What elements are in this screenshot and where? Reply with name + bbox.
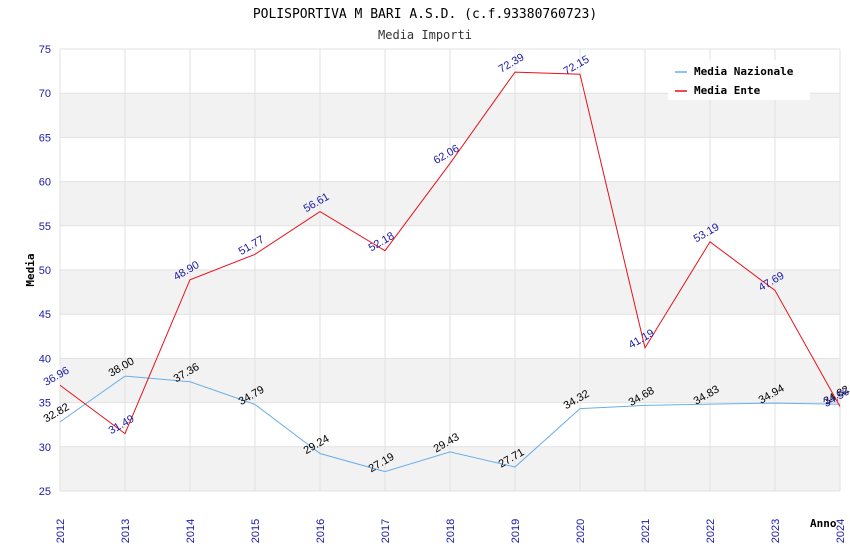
series-line-media-nazionale bbox=[59, 375, 841, 473]
y-tick-label: 40 bbox=[39, 353, 51, 365]
legend-label-media-nazionale: Media Nazionale bbox=[694, 65, 794, 78]
y-tick-label: 60 bbox=[39, 177, 51, 189]
legend-label-media-ente: Media Ente bbox=[694, 84, 761, 97]
x-tick-label: 2021 bbox=[640, 519, 652, 543]
x-tick-label: 2019 bbox=[510, 519, 522, 543]
y-tick-label: 50 bbox=[39, 265, 51, 277]
legend-box bbox=[668, 60, 810, 100]
y-tick-label: 65 bbox=[39, 132, 51, 144]
x-tick-label: 2024 bbox=[835, 519, 847, 543]
legend: Media Nazionale Media Ente bbox=[668, 60, 810, 100]
grid-lines bbox=[59, 48, 841, 492]
y-tick-label: 45 bbox=[39, 309, 51, 321]
x-tick-label: 2016 bbox=[315, 519, 327, 543]
series-line-media-ente bbox=[59, 71, 841, 435]
x-tick-label: 2015 bbox=[250, 519, 262, 543]
x-tick-label: 2023 bbox=[770, 519, 782, 543]
x-tick-label: 2020 bbox=[575, 519, 587, 543]
x-tick-label: 2013 bbox=[120, 519, 132, 543]
x-tick-label: 2022 bbox=[705, 519, 717, 543]
x-tick-label: 2017 bbox=[380, 519, 392, 543]
chart-subtitle: Media Importi bbox=[378, 28, 472, 42]
x-tick-labels: 2012 2013 2014 2015 2016 2017 2018 2019 2020 2021… bbox=[55, 519, 847, 543]
x-tick-label: 2018 bbox=[445, 519, 457, 543]
y-axis-label: Media bbox=[24, 253, 37, 286]
y-tick-label: 25 bbox=[39, 486, 51, 498]
x-tick-label: 2012 bbox=[55, 519, 67, 543]
chart-title: POLISPORTIVA M BARI A.S.D. (c.f.93380760… bbox=[253, 7, 597, 22]
y-tick-labels: 25 30 35 40 45 50 55 60 65 70 75 bbox=[39, 44, 51, 498]
x-tick-label: 2014 bbox=[185, 519, 197, 543]
y-tick-label: 30 bbox=[39, 442, 51, 454]
y-tick-label: 35 bbox=[39, 398, 51, 410]
y-tick-label: 55 bbox=[39, 221, 51, 233]
y-tick-label: 70 bbox=[39, 88, 51, 100]
series-lines bbox=[59, 71, 841, 473]
y-tick-label: 75 bbox=[39, 44, 51, 56]
x-axis-label: Anno bbox=[810, 517, 837, 530]
